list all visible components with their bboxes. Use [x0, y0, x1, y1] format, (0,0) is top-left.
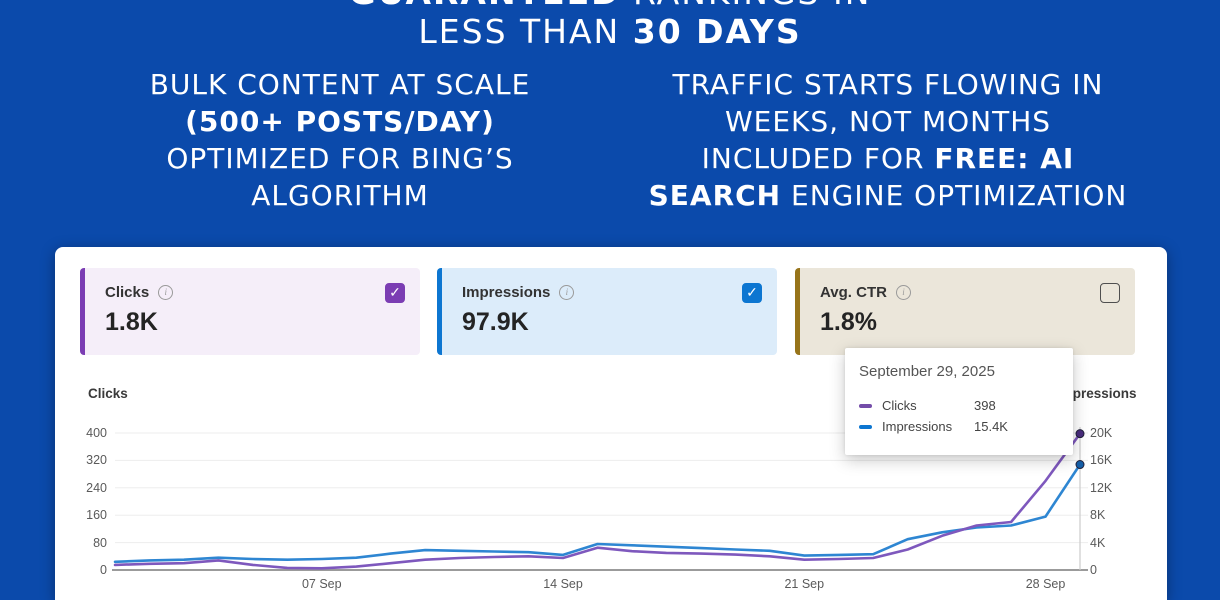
right-tick: 16K — [1090, 453, 1113, 468]
impressions-card-value: 97.9K — [462, 308, 529, 336]
avg-ctr-metric-card[interactable]: Avg. CTR i 1.8% — [795, 268, 1135, 355]
promo-left-column: BULK CONTENT AT SCALE (500+ POSTS/DAY) O… — [60, 66, 620, 214]
right-tick: 0 — [1090, 562, 1097, 577]
impressions-swatch-icon — [859, 424, 872, 429]
promo-right-line4-rest: ENGINE OPTIMIZATION — [781, 179, 1128, 212]
left-tick: 400 — [86, 426, 107, 440]
left-tick: 80 — [93, 535, 107, 550]
promo-right-line-4: SEARCH ENGINE OPTIMIZATION — [603, 177, 1173, 214]
analytics-panel: Clicks i 1.8K ✓ Impressions i 97.9K ✓ Av… — [55, 247, 1167, 600]
promo-left-line-1: BULK CONTENT AT SCALE — [149, 68, 531, 101]
left-tick: 0 — [100, 562, 107, 577]
clicks-metric-card[interactable]: Clicks i 1.8K ✓ — [80, 268, 420, 355]
tooltip-rows: Clicks 398 Impressions 15.4K — [859, 395, 1059, 437]
right-tick: 4K — [1090, 535, 1106, 550]
info-icon[interactable]: i — [559, 285, 575, 300]
tooltip-date: September 29, 2025 — [859, 363, 995, 380]
avg-ctr-checkbox[interactable] — [1100, 283, 1120, 303]
info-icon[interactable]: i — [158, 285, 174, 300]
x-tick: 14 Sep — [543, 577, 583, 591]
left-axis-title: Clicks — [88, 386, 128, 401]
left-tick: 240 — [86, 480, 107, 495]
tooltip-impressions-value: 15.4K — [974, 419, 1008, 434]
tooltip-impressions-name: Impressions — [882, 419, 953, 434]
x-tick: 07 Sep — [301, 577, 342, 591]
avg-ctr-card-label-row: Avg. CTR i — [820, 284, 911, 301]
traffic-chart-svg[interactable] — [110, 425, 1090, 577]
promo-right-line3-rest: INCLUDED FOR — [701, 142, 935, 175]
avg-ctr-card-label: Avg. CTR — [820, 284, 887, 301]
clicks-card-label-row: Clicks i — [105, 284, 174, 301]
hero-line2-rest: LESS THAN — [418, 12, 633, 51]
tooltip-row-clicks: Clicks 398 — [859, 395, 1059, 416]
hero-line1-bold: GUARANTEED — [349, 0, 621, 12]
left-tick: 320 — [86, 453, 107, 468]
right-tick: 20K — [1090, 426, 1113, 440]
clicks-card-value: 1.8K — [105, 308, 158, 336]
right-tick: 8K — [1090, 508, 1106, 523]
x-axis-labels: 07 Sep 14 Sep 21 Sep 28 Sep — [55, 577, 1167, 593]
promo-right-line-1: TRAFFIC STARTS FLOWING IN — [672, 68, 1104, 101]
promo-left-line-3: OPTIMIZED FOR BING’S — [166, 142, 514, 175]
clicks-card-label: Clicks — [105, 284, 150, 301]
tooltip-clicks-name: Clicks — [882, 398, 917, 413]
clicks-swatch-icon — [859, 403, 872, 408]
right-tick: 12K — [1090, 480, 1113, 495]
hero-line-1: GUARANTEED RANKINGS IN — [0, 0, 1220, 12]
promo-right-line-2: WEEKS, NOT MONTHS — [724, 105, 1052, 138]
hero-line-2: LESS THAN 30 DAYS — [0, 12, 1220, 51]
info-icon[interactable]: i — [895, 285, 911, 300]
impressions-metric-card[interactable]: Impressions i 97.9K ✓ — [437, 268, 777, 355]
x-tick: 28 Sep — [1025, 577, 1066, 591]
traffic-chart[interactable] — [110, 425, 1090, 577]
promo-right-line-3: INCLUDED FOR FREE: AI — [603, 140, 1173, 177]
promo-left-line-2: (500+ POSTS/DAY) — [185, 105, 495, 138]
avg-ctr-card-value: 1.8% — [820, 308, 877, 336]
promo-right-column: TRAFFIC STARTS FLOWING IN WEEKS, NOT MON… — [603, 66, 1173, 214]
promo-right-line4-bold: SEARCH — [648, 179, 782, 212]
tooltip-clicks-value: 398 — [974, 398, 996, 413]
x-tick: 21 Sep — [784, 577, 825, 591]
left-axis-ticks: 400 320 240 160 80 0 — [67, 426, 107, 577]
hero-line1-rest: RANKINGS IN — [621, 0, 872, 12]
right-axis-ticks: 20K 16K 12K 8K 4K 0 — [1090, 426, 1130, 577]
promo-left-line-4: ALGORITHM — [251, 179, 429, 212]
hero-line2-bold: 30 DAYS — [632, 12, 802, 51]
tooltip-row-impressions: Impressions 15.4K — [859, 416, 1059, 437]
hero-headline: GUARANTEED RANKINGS IN LESS THAN 30 DAYS — [0, 0, 1220, 51]
clicks-checkbox[interactable]: ✓ — [385, 283, 405, 303]
impressions-checkbox[interactable]: ✓ — [742, 283, 762, 303]
impressions-card-label-row: Impressions i — [462, 284, 575, 301]
impressions-card-label: Impressions — [462, 284, 551, 301]
right-axis-title: Impressions — [1057, 386, 1137, 401]
promo-right-line3-bold: FREE: AI — [934, 142, 1075, 175]
left-tick: 160 — [86, 508, 107, 523]
chart-tooltip: September 29, 2025 Clicks 398 Impression… — [845, 348, 1073, 455]
